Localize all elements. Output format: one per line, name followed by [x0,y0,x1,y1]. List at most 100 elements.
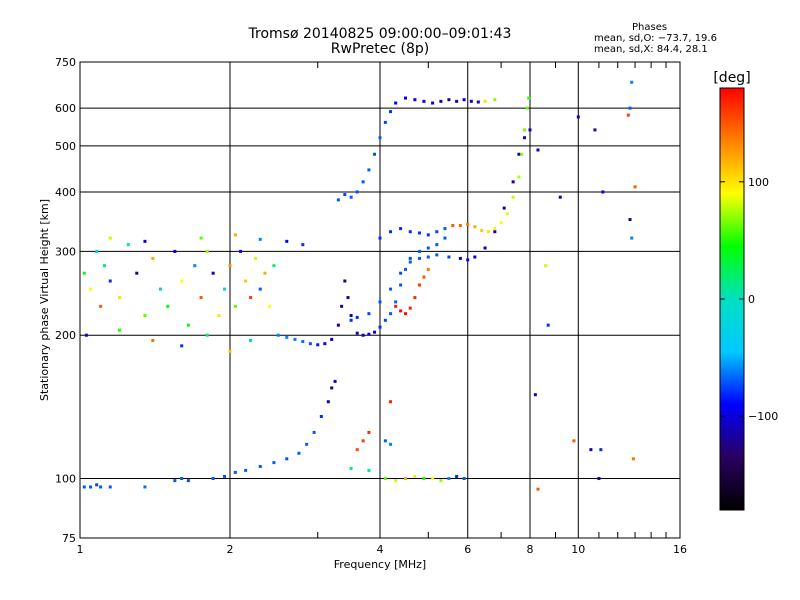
echo-point [399,271,403,275]
echo-point [211,271,215,275]
echo-point [233,304,237,308]
echo-point [413,474,417,478]
echo-point [628,106,632,110]
echo-point [258,464,262,468]
echo-point [373,152,377,156]
y-tick-label: 100 [55,473,76,486]
x-tick-label: 4 [377,543,384,556]
echo-point [99,485,103,489]
x-axis-label: Frequency [MHz] [334,558,426,571]
echo-point [180,344,184,348]
echo-point [326,400,330,404]
echo-point [253,256,257,260]
echo-point [525,106,529,110]
echo-point [389,287,393,291]
echo-point [466,222,470,226]
echo-point [593,128,597,132]
echo-point [180,477,184,481]
echo-point [180,279,184,283]
echo-point [143,314,147,318]
echo-point [426,255,430,259]
echo-point [476,100,480,104]
echo-point [417,256,421,260]
echo-point [378,236,382,240]
echo-point [576,115,580,119]
echo-point [276,333,280,337]
echo-point [186,323,190,327]
echo-point [217,314,221,318]
echo-point [355,315,359,319]
echo-point [483,246,487,250]
echo-point [99,304,103,308]
echo-point [389,312,393,316]
echo-point [143,485,147,489]
echo-point [82,485,86,489]
echo-point [367,430,371,434]
echo-point [349,466,353,470]
echo-point [333,379,337,383]
echo-point [422,477,426,481]
echo-point [244,468,248,472]
echo-point [394,101,398,105]
echo-point [117,296,121,300]
echo-point [523,136,527,140]
echo-point [403,312,407,316]
echo-point [473,225,477,229]
echo-point [426,267,430,271]
echo-point [383,439,387,443]
echo-point [431,477,435,481]
echo-point [82,271,86,275]
echo-point [536,487,540,491]
y-tick-label: 400 [55,186,76,199]
echo-point [439,479,443,483]
echo-point [399,309,403,313]
echo-point [403,477,407,481]
y-tick-label: 750 [55,56,76,69]
echo-point [389,400,393,404]
echo-point [319,414,323,418]
echo-point [403,96,407,100]
phase-stats-x-mode: mean, sd,X: 84.4, 28.1 [594,44,708,55]
echo-point [626,113,630,117]
echo-point [272,264,276,268]
echo-point [95,249,99,253]
echo-point [389,230,393,234]
echo-point [403,267,407,271]
echo-point [493,230,497,234]
echo-point [517,152,521,156]
echo-point [343,193,347,197]
echo-point [340,304,344,308]
y-axis-label: Stationary phase Virtual Height [km] [38,199,51,401]
echo-point [633,185,637,189]
echo-point [349,318,353,322]
echo-point [546,323,550,327]
echo-point [346,296,350,300]
echo-point [84,333,88,337]
phase-stats-o-mode: mean, sd,O: −73.7, 19.6 [594,33,717,44]
echo-point [193,264,197,268]
echo-point [223,474,227,478]
echo-point [285,457,289,461]
echo-point [536,148,540,152]
echo-point [483,99,487,103]
echo-point [589,448,593,452]
echo-point [455,99,459,103]
chart-subtitle: RwPretec (8p) [330,41,430,57]
echo-point [389,110,393,114]
y-tick-label: 200 [55,329,76,342]
echo-point [601,190,605,194]
echo-point [413,98,417,102]
echo-point [499,221,503,225]
echo-point [336,198,340,202]
echo-point [211,477,215,481]
echo-point [520,152,524,156]
echo-point [466,258,470,262]
echo-point [330,386,334,390]
echo-point [408,306,412,310]
x-tick-label: 1 [77,543,84,556]
echo-point [349,195,353,199]
y-tick-label: 300 [55,245,76,258]
echo-point [493,227,497,231]
echo-point [186,479,190,483]
